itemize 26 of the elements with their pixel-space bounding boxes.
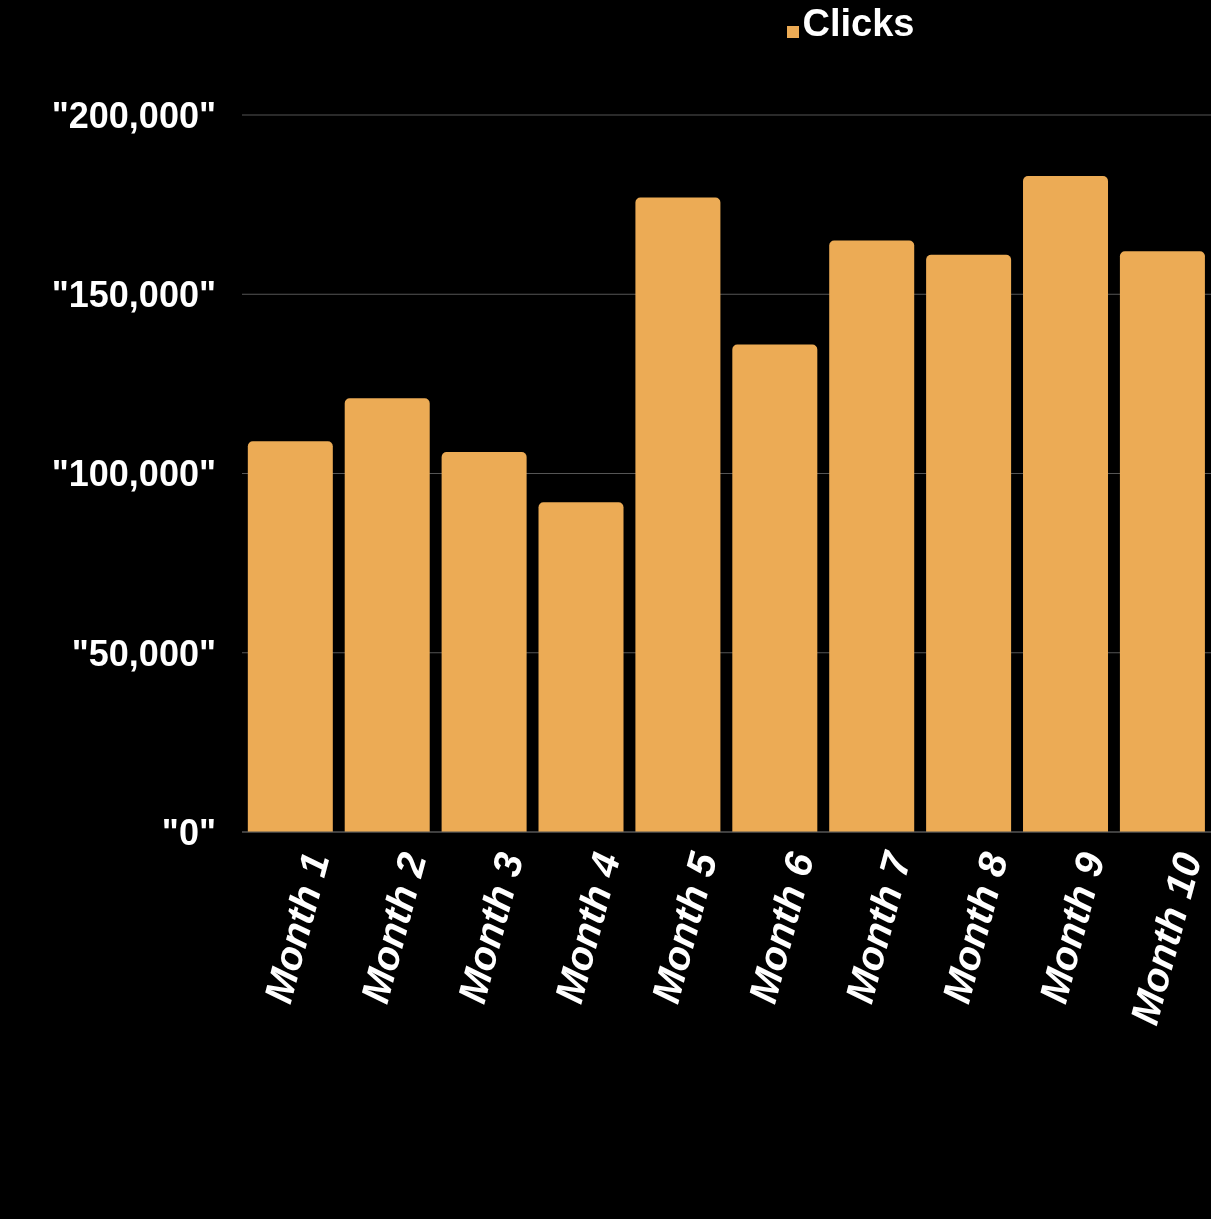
bar <box>344 398 430 832</box>
x-tick-label: Month 3 <box>449 848 532 1008</box>
bar <box>441 451 527 832</box>
y-tick-label: "200,000" <box>51 94 216 136</box>
bar <box>1023 175 1109 832</box>
bar <box>1119 251 1205 832</box>
x-tick-label: Month 9 <box>1030 847 1113 1008</box>
legend-label: Clicks <box>802 2 915 44</box>
bar <box>247 441 333 832</box>
x-tick-label: Month 7 <box>836 846 920 1008</box>
bar <box>635 197 721 832</box>
y-tick-label: "100,000" <box>51 453 216 495</box>
y-tick-label: "50,000" <box>71 632 216 674</box>
x-tick-label: Month 1 <box>255 848 338 1008</box>
bar <box>732 344 818 832</box>
bar <box>829 240 915 832</box>
bar <box>538 502 624 832</box>
y-tick-label: "150,000" <box>51 274 216 316</box>
x-tick-label: Month 5 <box>643 847 726 1008</box>
y-tick-label: "0" <box>161 811 216 853</box>
x-tick-label: Month 4 <box>546 848 629 1008</box>
x-tick-label: Month 2 <box>352 848 435 1008</box>
x-tick-label: Month 10 <box>1121 848 1210 1029</box>
x-tick-label: Month 6 <box>739 847 823 1008</box>
bar <box>926 254 1012 832</box>
x-tick-label: Month 8 <box>933 847 1017 1008</box>
